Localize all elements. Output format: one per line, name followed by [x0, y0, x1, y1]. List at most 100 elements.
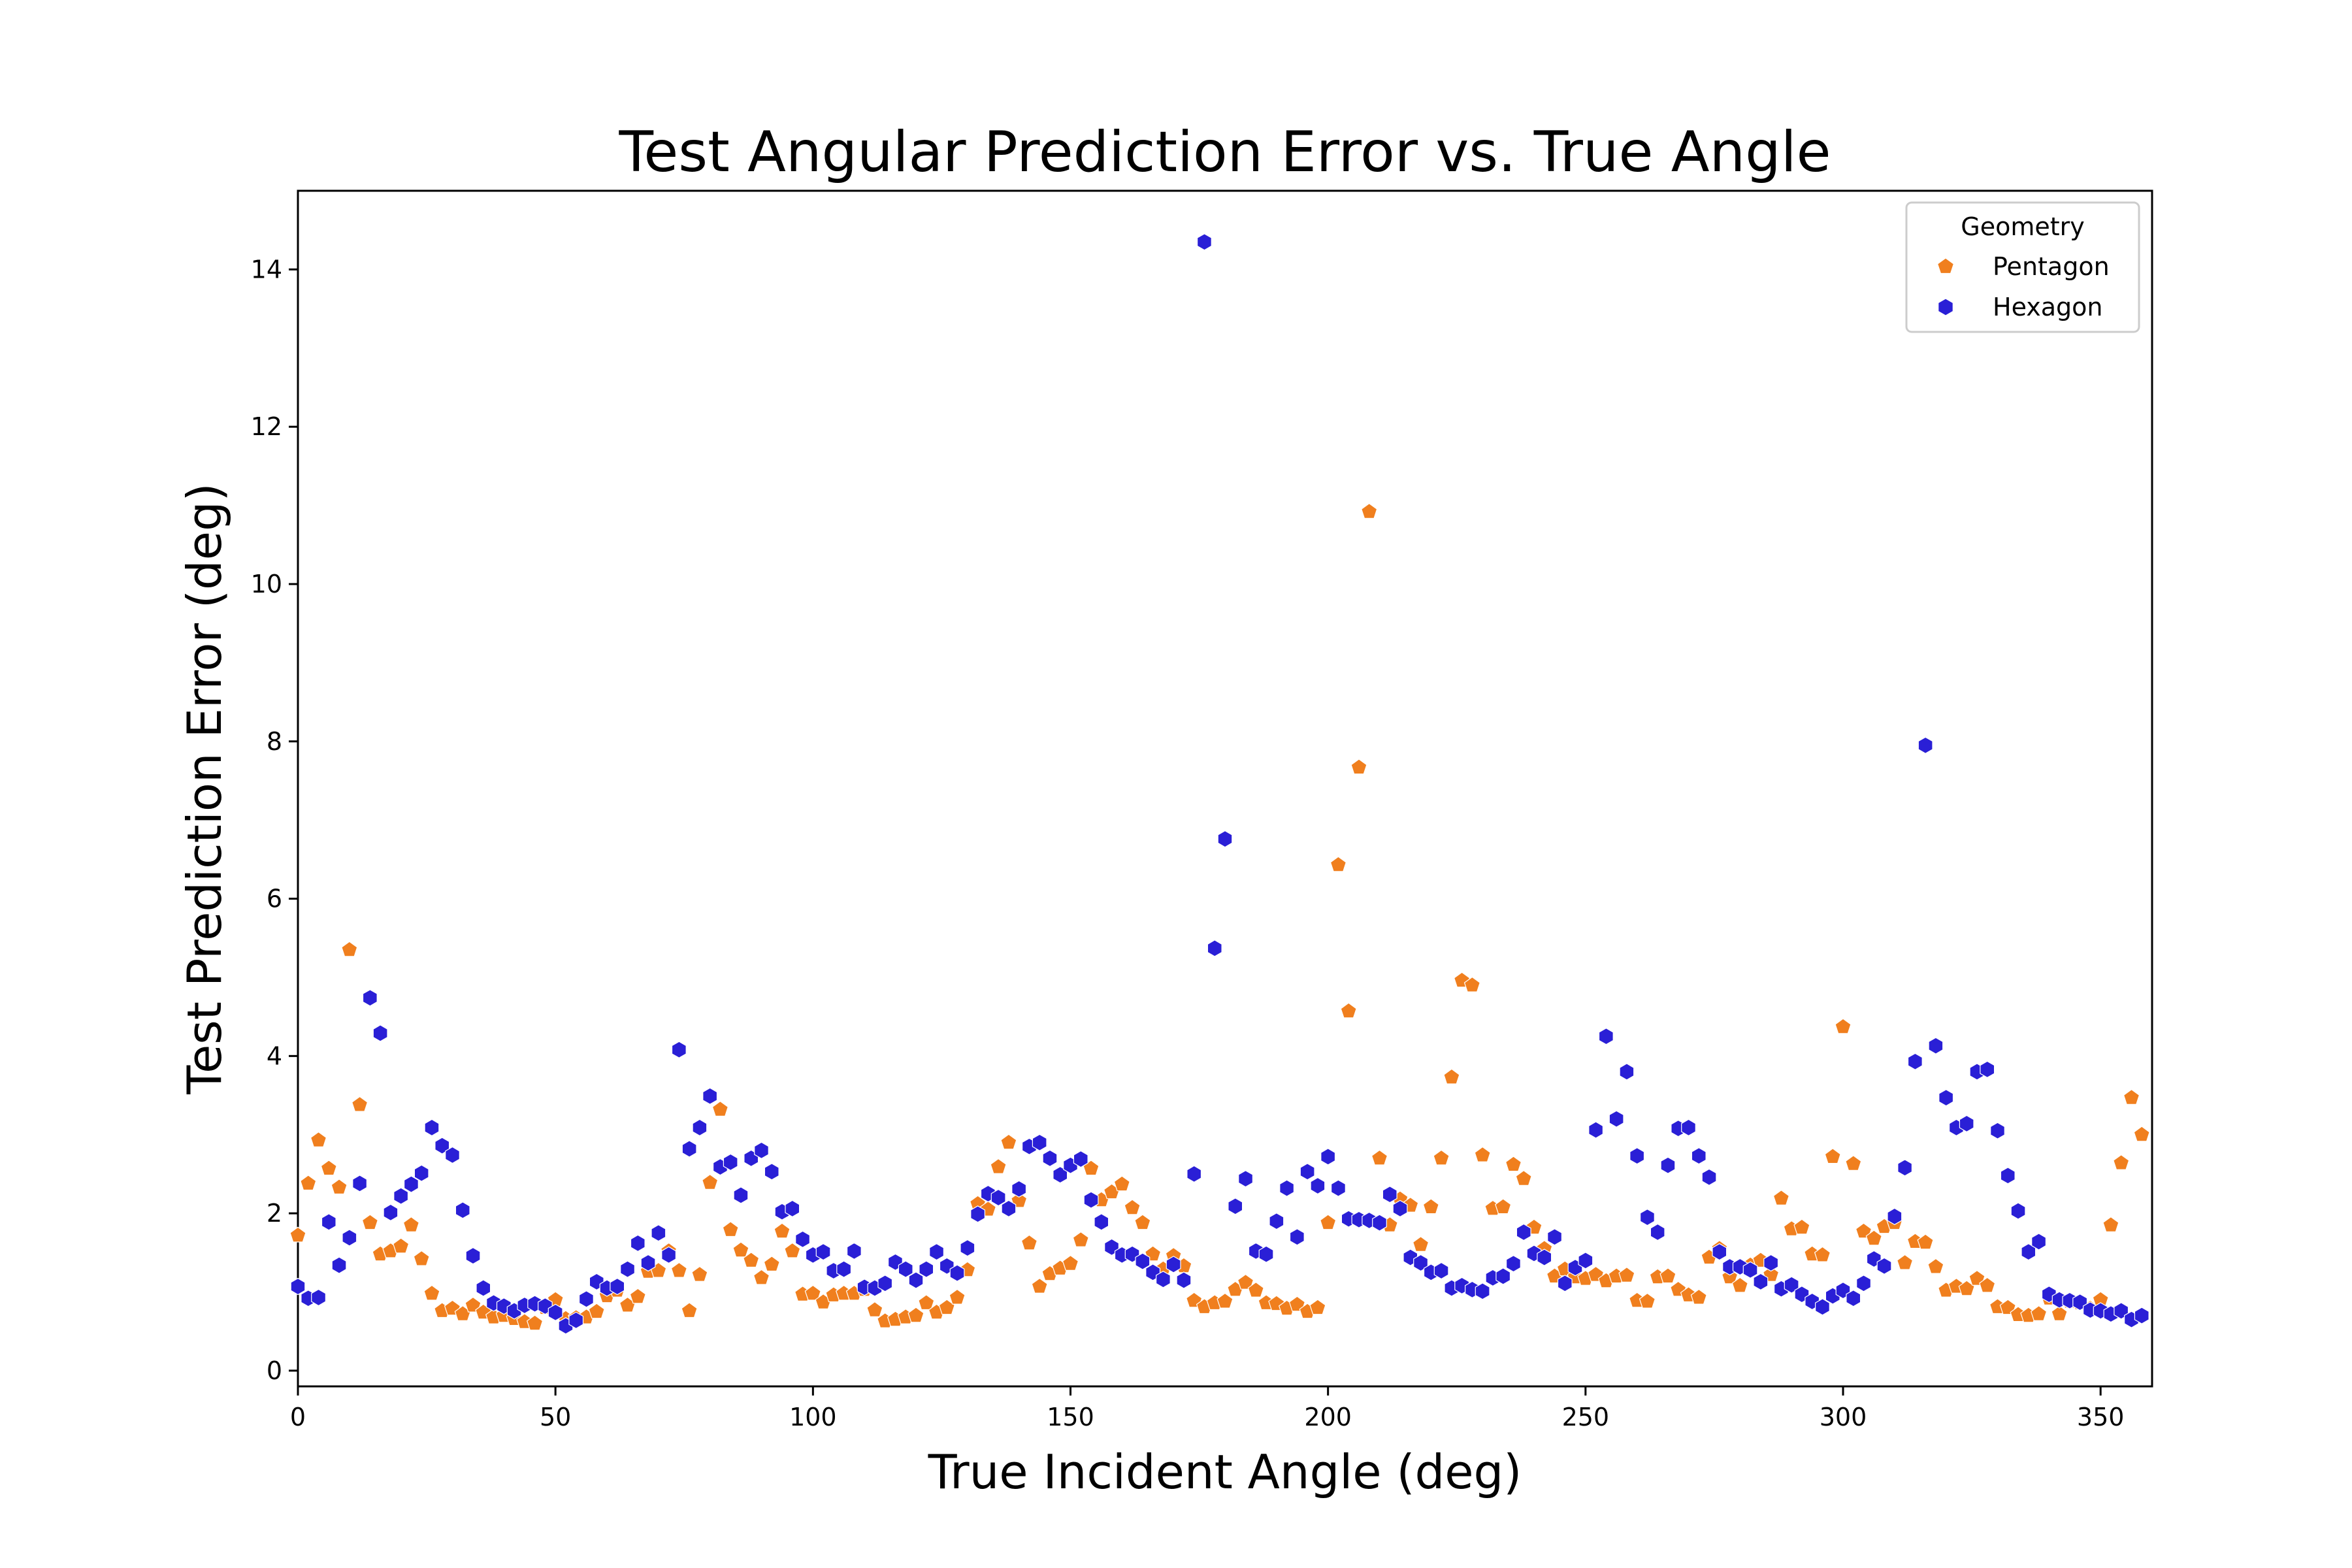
pentagon-point	[1474, 1146, 1491, 1162]
pentagon-point	[393, 1237, 410, 1254]
hexagon-point	[1846, 1290, 1861, 1307]
hexagon-point	[692, 1119, 708, 1137]
pentagon-point	[1814, 1246, 1831, 1262]
hexagon-point	[877, 1275, 893, 1292]
hexagon-point	[1516, 1223, 1531, 1241]
pentagon-point	[1999, 1299, 2016, 1315]
pentagon-point	[1113, 1175, 1130, 1192]
x-tick-label: 250	[1562, 1403, 1610, 1431]
hexagon-point	[785, 1200, 800, 1218]
pentagon-point	[1824, 1148, 1841, 1164]
pentagon-point	[300, 1175, 317, 1191]
pentagon-legend-marker	[1936, 257, 1955, 274]
y-tick-label: 6	[267, 885, 282, 913]
pentagon-point	[1000, 1134, 1017, 1150]
hexagon-point	[681, 1140, 697, 1158]
hexagon-point	[1279, 1179, 1295, 1197]
hexagon-point	[1135, 1252, 1151, 1270]
hexagon-point	[1228, 1198, 1243, 1215]
hexagon-point	[1289, 1228, 1305, 1246]
hexagon-point	[568, 1311, 584, 1330]
pentagon-point	[1690, 1288, 1707, 1305]
hexagon-point	[465, 1247, 481, 1265]
hexagon-point	[1001, 1200, 1017, 1218]
pentagon-point	[2030, 1305, 2048, 1321]
x-tick-label: 100	[789, 1403, 837, 1431]
pentagon-point	[1031, 1277, 1048, 1294]
hexagon-point	[1557, 1275, 1573, 1292]
y-tick-label: 2	[267, 1199, 282, 1228]
hexagon-point	[702, 1087, 718, 1105]
pentagon-point	[702, 1173, 719, 1190]
hexagon-point	[434, 1137, 450, 1154]
hexagon-point	[1011, 1180, 1027, 1198]
pentagon-point	[1021, 1234, 1038, 1250]
pentagon-point	[1320, 1214, 1337, 1230]
pentagon-point	[1350, 759, 1367, 775]
pentagon-point	[1896, 1254, 1914, 1270]
pentagon-point	[743, 1252, 760, 1268]
pentagon-point	[341, 941, 358, 957]
pentagon-point	[423, 1284, 440, 1301]
data-points	[289, 233, 2150, 1335]
pentagon-point	[320, 1160, 337, 1176]
hexagon-series	[290, 233, 2149, 1335]
hexagon-point	[1299, 1163, 1315, 1181]
pentagon-point	[732, 1241, 749, 1258]
pentagon-point	[361, 1214, 379, 1230]
legend-label-hexagon: Hexagon	[1993, 293, 2103, 321]
hexagon-point	[352, 1175, 368, 1192]
plot-area-frame	[297, 189, 2153, 1388]
hexagon-point	[1330, 1179, 1346, 1197]
x-tick-label: 200	[1304, 1403, 1352, 1431]
hexagon-point	[754, 1141, 769, 1159]
hexagon-point	[960, 1239, 975, 1257]
hexagon-point	[362, 989, 378, 1007]
pentagon-point	[2113, 1154, 2130, 1170]
pentagon-point	[289, 1226, 306, 1243]
hexagon-point	[1701, 1168, 1717, 1186]
x-tick-label: 350	[2077, 1403, 2125, 1431]
hexagon-point	[1495, 1267, 1511, 1285]
hexagon-point	[1094, 1213, 1109, 1231]
pentagon-point	[1134, 1214, 1151, 1230]
hexagon-point	[1372, 1214, 1387, 1232]
x-tick-label: 50	[540, 1403, 571, 1431]
hexagon-point	[990, 1188, 1006, 1207]
pentagon-point	[1979, 1277, 1996, 1293]
hexagon-point	[1763, 1254, 1779, 1272]
pentagon-point	[1422, 1198, 1439, 1215]
pentagon-point	[1361, 502, 1378, 519]
legend: Geometry Pentagon Hexagon	[1905, 201, 2140, 333]
hexagon-point	[2000, 1167, 2016, 1184]
hexagon-point	[1598, 1028, 1614, 1045]
x-axis-label: True Incident Angle (deg)	[928, 1445, 1522, 1499]
pentagon-point	[2123, 1088, 2140, 1105]
pentagon-point	[413, 1250, 430, 1266]
hexagon-point	[1609, 1110, 1624, 1128]
pentagon-point	[2102, 1216, 2119, 1232]
pentagon-point	[722, 1221, 739, 1237]
pentagon-point	[753, 1269, 770, 1285]
hexagon-point	[1042, 1149, 1058, 1168]
legend-box	[1905, 201, 2140, 333]
hexagon-point	[383, 1203, 399, 1222]
hexagon-point	[331, 1256, 347, 1274]
hexagon-point	[547, 1303, 563, 1321]
pentagon-point	[1247, 1281, 1264, 1298]
hexagon-point	[1691, 1147, 1707, 1165]
pentagon-point	[1731, 1277, 1748, 1293]
hexagon-point	[455, 1201, 470, 1219]
pentagon-point	[2133, 1126, 2150, 1142]
hexagon-point	[1640, 1209, 1655, 1226]
pentagon-point	[629, 1288, 646, 1304]
hexagon-point	[929, 1243, 945, 1261]
hexagon-point	[723, 1153, 738, 1171]
pentagon-point	[331, 1179, 348, 1195]
hexagon-point	[1887, 1207, 1903, 1226]
hexagon-point	[2010, 1202, 2026, 1220]
x-tick-label: 0	[290, 1403, 306, 1431]
hexagon-point	[342, 1229, 357, 1247]
hexagon-point	[2134, 1307, 2149, 1324]
